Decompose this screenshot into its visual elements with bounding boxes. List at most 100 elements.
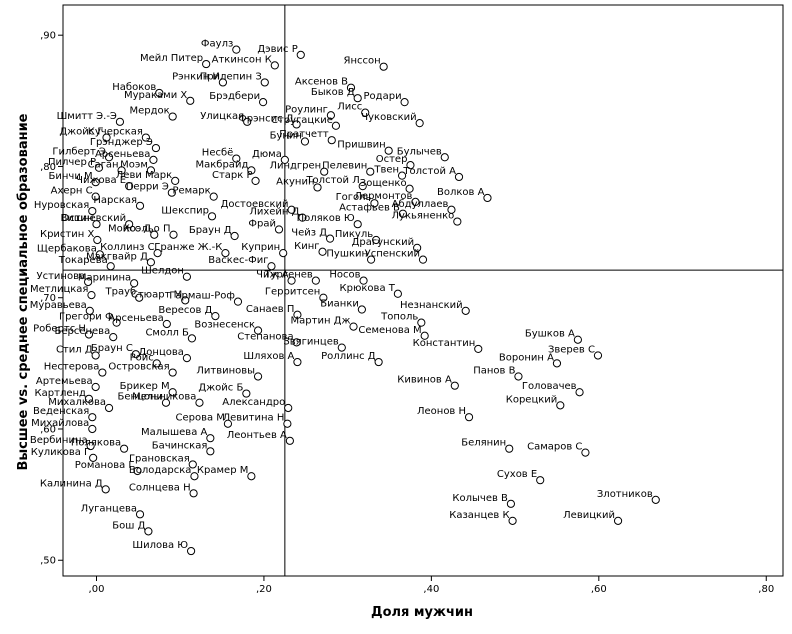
data-point xyxy=(464,413,474,422)
point-label: Корецкий xyxy=(506,394,558,405)
point-label: Степанова xyxy=(237,331,293,342)
data-point xyxy=(514,372,523,381)
point-label: Дэвис Р xyxy=(257,44,297,55)
data-point xyxy=(92,220,101,229)
data-point xyxy=(230,231,239,241)
data-point xyxy=(353,220,362,229)
data-point xyxy=(188,460,197,469)
data-point xyxy=(372,235,381,245)
point-label: Стил Д xyxy=(56,344,93,355)
point-label: Бенцони xyxy=(117,392,163,403)
data-point xyxy=(398,209,408,218)
data-point xyxy=(95,250,104,259)
point-label: Лермонтов xyxy=(354,191,412,202)
point-label: Казанцев К xyxy=(449,510,509,521)
data-point xyxy=(149,155,158,164)
point-label: Куликова Г xyxy=(31,447,90,458)
point-label: Маринина xyxy=(78,272,131,283)
data-point xyxy=(101,485,110,494)
point-label: Метлицкая xyxy=(30,284,89,295)
point-label: Перри Э xyxy=(126,182,169,193)
point-label: Брикер М xyxy=(120,381,170,392)
data-point xyxy=(450,381,459,390)
point-label: Муравьева xyxy=(30,300,87,311)
data-point xyxy=(285,436,294,445)
point-label: Аткинсон К xyxy=(212,54,272,65)
point-label: Левитина Н xyxy=(223,413,285,424)
data-point xyxy=(243,117,252,126)
data-point xyxy=(88,413,97,422)
data-point xyxy=(153,248,162,258)
point-label: Мейл Питер xyxy=(140,53,203,64)
data-point xyxy=(406,161,415,170)
point-label: Левицкий xyxy=(563,510,615,521)
data-point xyxy=(454,172,464,182)
data-point xyxy=(189,489,198,498)
point-label: Джойс Г xyxy=(59,127,103,138)
point-label: Михайлова xyxy=(31,418,89,429)
point-label: Колычев В xyxy=(452,493,508,504)
point-label: Дюма xyxy=(252,149,282,160)
point-label: Берсенева xyxy=(54,326,110,337)
data-point xyxy=(218,78,228,87)
data-point xyxy=(87,290,96,300)
axis-ticks: ,00 ,20 ,40 ,60 ,80 ,50 ,60 ,70 ,80 ,90 xyxy=(40,31,774,595)
data-point xyxy=(319,293,328,302)
point-label: Макгвайр Д xyxy=(86,251,148,262)
point-label: Булычев xyxy=(397,146,442,157)
point-label: Роулинг xyxy=(285,104,328,115)
data-point xyxy=(144,527,153,536)
data-point xyxy=(280,155,289,164)
point-label: Бианки xyxy=(320,299,359,310)
point-label: Лисс xyxy=(337,102,362,113)
point-label: Пришвин xyxy=(337,140,385,151)
data-point xyxy=(258,98,268,107)
data-point xyxy=(93,235,102,245)
point-label: Звягинцев xyxy=(283,337,339,348)
point-label: Донцова xyxy=(138,347,183,358)
point-label: Крамер М xyxy=(197,465,248,476)
point-label: Фрай xyxy=(248,218,276,229)
data-point xyxy=(370,199,379,208)
point-label: Арсеньева xyxy=(108,313,163,324)
point-label: Лукьяненко xyxy=(392,211,455,222)
data-point xyxy=(349,322,358,331)
point-label: Злотников xyxy=(597,489,653,500)
point-label: Куприн xyxy=(241,242,280,253)
point-label: Устинова xyxy=(37,271,86,282)
data-point xyxy=(346,83,356,92)
data-point xyxy=(131,350,140,359)
point-label: Носов xyxy=(329,270,360,281)
data-point xyxy=(187,334,197,343)
data-point xyxy=(109,332,118,342)
point-label: Макбрайд xyxy=(196,159,249,170)
point-label: Набоков xyxy=(112,82,156,93)
data-point xyxy=(133,466,142,476)
data-point xyxy=(232,154,241,163)
point-label: Шекспир xyxy=(161,205,209,216)
data-point xyxy=(461,306,470,315)
point-label: Чейз Д xyxy=(291,228,327,239)
data-point xyxy=(135,293,144,302)
data-point xyxy=(575,388,584,397)
x-tick-label: ,40 xyxy=(423,584,439,595)
data-point xyxy=(84,394,94,403)
data-point xyxy=(311,276,320,285)
data-point xyxy=(593,351,603,360)
data-point xyxy=(135,510,145,519)
data-point xyxy=(331,121,341,130)
point-label: Лихейн Д xyxy=(249,207,299,218)
point-label: Янссон xyxy=(344,56,381,67)
y-tick-label: ,80 xyxy=(40,162,56,173)
point-label: Пушкин xyxy=(326,249,368,260)
point-label: Леонов Н xyxy=(417,406,466,417)
data-point xyxy=(94,163,104,172)
data-point xyxy=(146,166,156,175)
data-point xyxy=(508,516,517,525)
data-point xyxy=(195,398,204,407)
data-point xyxy=(251,176,260,185)
data-point xyxy=(242,389,251,398)
point-label: Вишневский xyxy=(60,213,126,224)
point-label: Литвиновы xyxy=(196,365,255,376)
